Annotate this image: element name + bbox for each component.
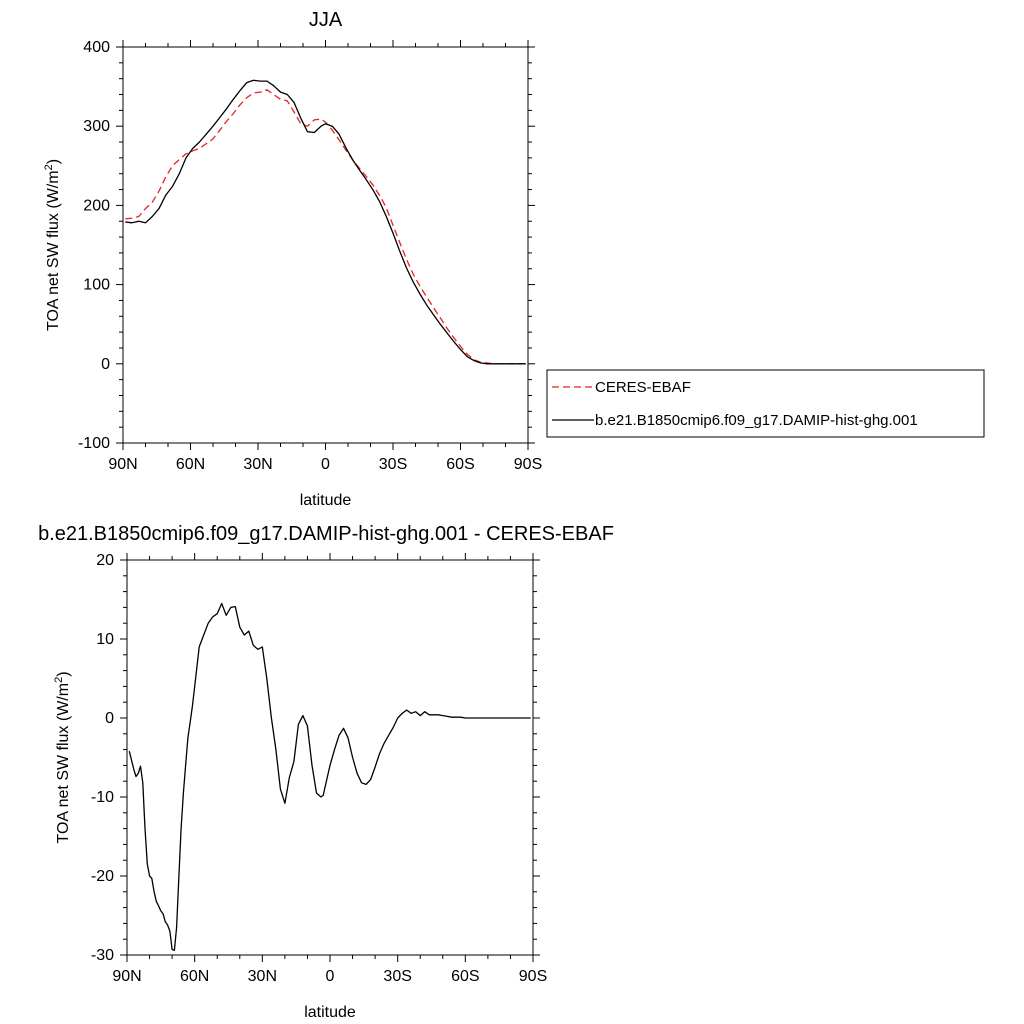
x-tick-label: 90S — [514, 456, 542, 473]
y-axis-label-sup: 2 — [43, 164, 55, 170]
legend-label-ceres: CERES-EBAF — [595, 379, 691, 396]
legend-box — [546, 369, 985, 438]
chart-title: JJA — [309, 9, 343, 31]
y-axis-label-close: ) — [55, 671, 72, 676]
x-axis-label: latitude — [304, 1004, 356, 1021]
y-axis-label: TOA net SW flux (W/m2) — [53, 671, 72, 843]
x-tick-label: 60S — [451, 968, 479, 985]
y-axis-label-text: TOA net SW flux (W/m — [45, 170, 62, 331]
x-tick-label: 90N — [112, 968, 141, 985]
chart-title: b.e21.B1850cmip6.f09_g17.DAMIP-hist-ghg.… — [38, 523, 614, 545]
y-tick-label: -100 — [78, 435, 110, 452]
legend-label-model: b.e21.B1850cmip6.f09_g17.DAMIP-hist-ghg.… — [595, 412, 918, 429]
plot-frame — [122, 46, 529, 444]
x-tick-label: 60N — [180, 968, 209, 985]
series-line-ceres — [125, 89, 526, 365]
bottom-panel: b.e21.B1850cmip6.f09_g17.DAMIP-hist-ghg.… — [38, 523, 614, 1021]
y-tick-label: -10 — [91, 789, 114, 806]
x-tick-label: 0 — [326, 968, 335, 985]
y-tick-label: 0 — [101, 356, 110, 373]
y-tick-label: 10 — [96, 631, 114, 648]
y-tick-label: -30 — [91, 947, 114, 964]
x-tick-label: 30S — [383, 968, 411, 985]
x-tick-label: 60S — [446, 456, 474, 473]
y-axis-label-close: ) — [45, 159, 62, 164]
top-panel: JJA 90N 60N 30N 0 30S 60S 90S 400 300 200 100 0 -100 l… — [43, 9, 542, 509]
series-line-model — [125, 79, 526, 365]
x-tick-label: 30N — [248, 968, 277, 985]
legend: CERES-EBAF b.e21.B1850cmip6.f09_g17.DAMI… — [546, 369, 985, 438]
x-tick-label: 60N — [176, 456, 205, 473]
y-tick-label: 20 — [96, 552, 114, 569]
y-tick-label: 100 — [83, 277, 110, 294]
y-tick-label: 400 — [83, 39, 110, 56]
plot-frame — [126, 559, 534, 956]
y-axis-label-sup: 2 — [53, 677, 65, 683]
x-tick-label: 30S — [379, 456, 407, 473]
y-tick-label: -20 — [91, 868, 114, 885]
x-axis-label: latitude — [300, 492, 352, 509]
x-tick-label: 0 — [321, 456, 330, 473]
y-axis-label-text: TOA net SW flux (W/m — [55, 683, 72, 844]
x-tick-label: 30N — [243, 456, 272, 473]
series-line-difference — [128, 602, 531, 951]
y-axis-label: TOA net SW flux (W/m2) — [43, 159, 62, 331]
x-tick-label: 90N — [108, 456, 137, 473]
y-tick-label: 300 — [83, 118, 110, 135]
y-tick-label: 0 — [105, 710, 114, 727]
y-tick-label: 200 — [83, 197, 110, 214]
x-tick-label: 90S — [519, 968, 547, 985]
